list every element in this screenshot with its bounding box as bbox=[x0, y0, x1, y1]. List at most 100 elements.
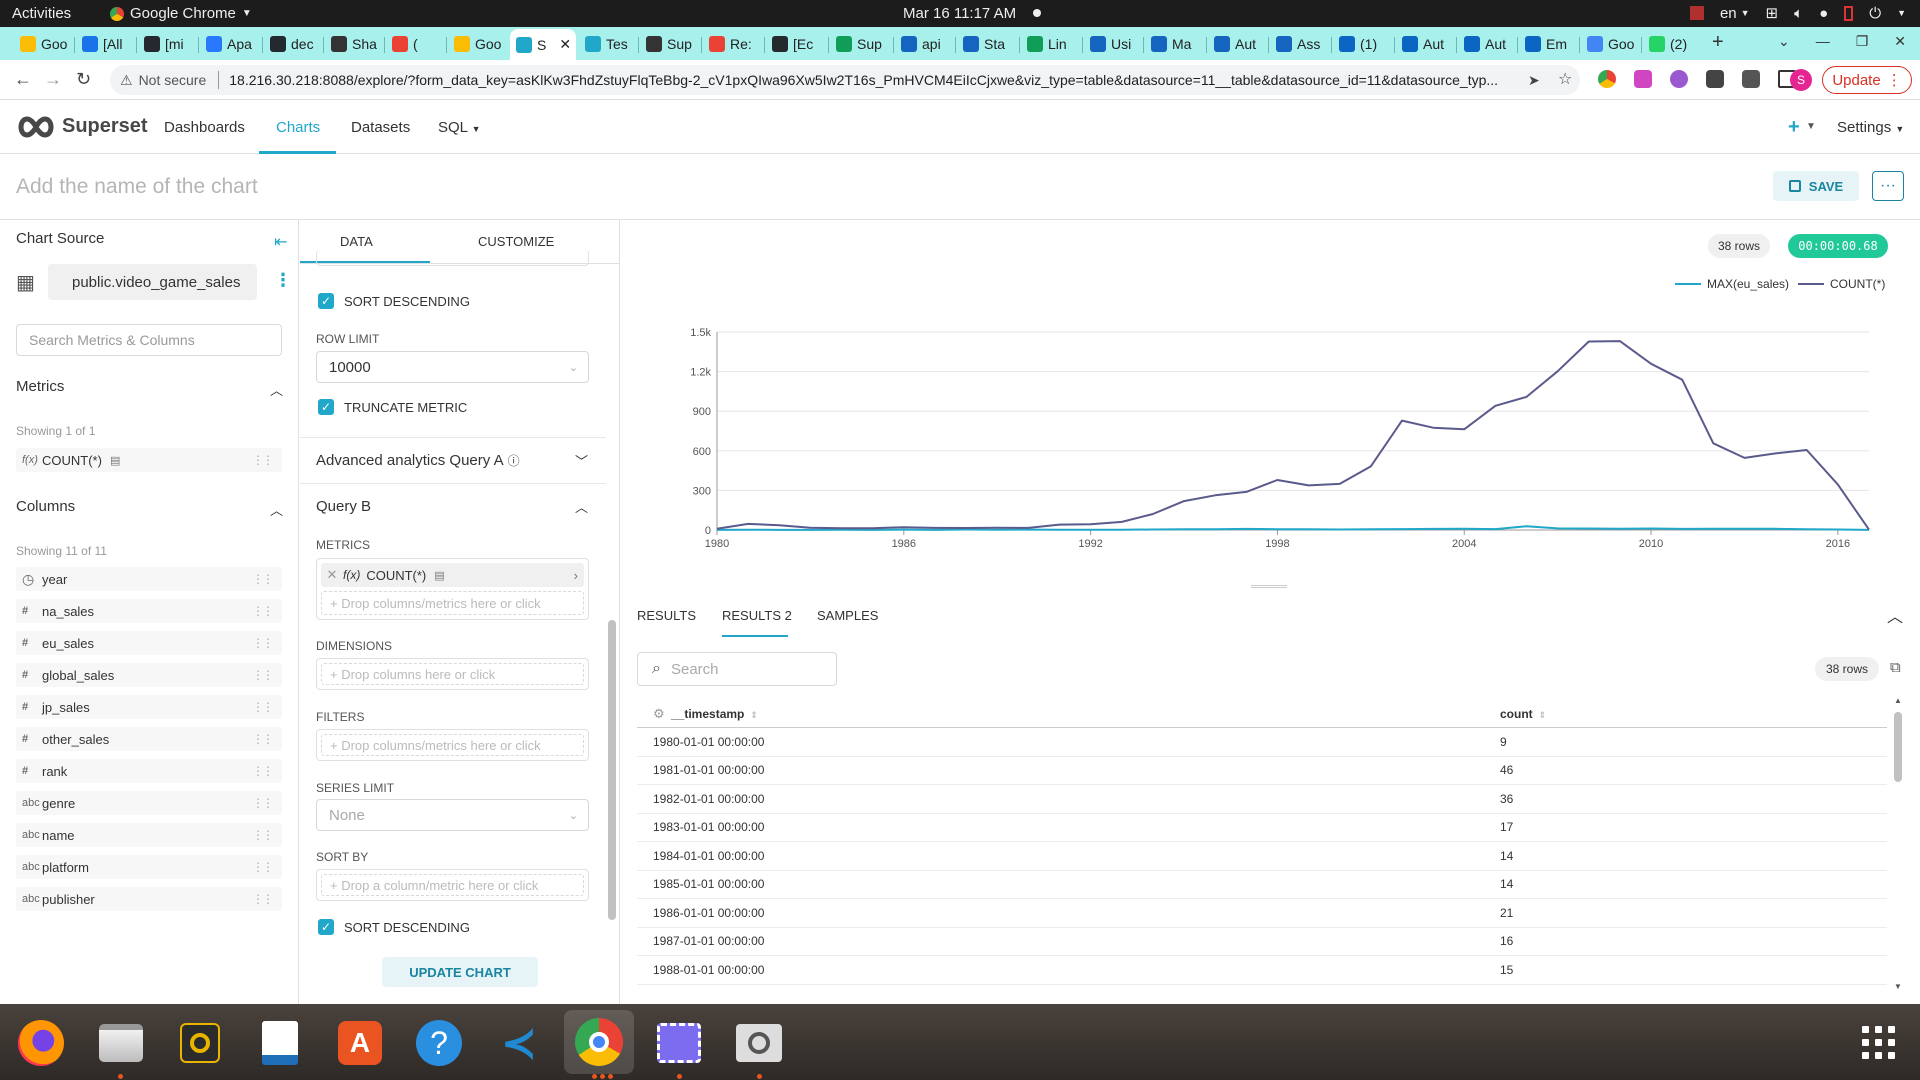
nav-dashboards[interactable]: Dashboards bbox=[164, 119, 245, 136]
column-item-global_sales[interactable]: # global_sales ⋮⋮ bbox=[16, 663, 282, 687]
sort-by-drop-zone[interactable]: + Drop a column/metric here or click bbox=[316, 869, 589, 901]
browser-tab[interactable]: dec bbox=[264, 31, 322, 57]
browser-tab[interactable]: Lin bbox=[1021, 31, 1079, 57]
system-tray[interactable]: en ▼ ⊞ 🔈︎ ● ⏻ ▼ bbox=[1689, 4, 1906, 22]
column-item-jp_sales[interactable]: # jp_sales ⋮⋮ bbox=[16, 695, 282, 719]
metric-pill[interactable]: ✕ f(x) COUNT(*) ▤ › bbox=[321, 563, 584, 587]
browser-tab[interactable]: Goo bbox=[1581, 31, 1639, 57]
drag-handle-icon[interactable]: ⋮⋮ bbox=[252, 764, 274, 778]
truncate-metric-checkbox[interactable]: ✓ TRUNCATE METRIC bbox=[318, 399, 467, 415]
metrics-drop-zone[interactable]: + Drop columns/metrics here or click bbox=[321, 591, 584, 615]
browser-tab[interactable]: Tes bbox=[579, 31, 637, 57]
chrome-extension-icon[interactable] bbox=[1598, 70, 1616, 88]
tab-results-2[interactable]: RESULTS 2 bbox=[722, 608, 792, 623]
browser-tab[interactable]: (2) bbox=[1643, 31, 1701, 57]
nav-datasets[interactable]: Datasets bbox=[351, 119, 411, 136]
close-tab-icon[interactable]: ✕ bbox=[559, 36, 572, 52]
drag-handle-icon[interactable]: ⋮⋮ bbox=[252, 572, 274, 586]
nav-sql[interactable]: SQL ▼ bbox=[438, 119, 481, 136]
column-item-name[interactable]: abc name ⋮⋮ bbox=[16, 823, 282, 847]
drag-handle-icon[interactable]: ⋮⋮ bbox=[252, 732, 274, 746]
column-header-timestamp[interactable]: __timestamp ⇕ bbox=[671, 707, 758, 721]
update-chart-button[interactable]: UPDATE CHART bbox=[382, 957, 538, 987]
browser-tab[interactable]: Ma bbox=[1145, 31, 1203, 57]
dataset-name[interactable]: public.video_game_sales bbox=[48, 264, 257, 300]
browser-tab[interactable]: Re: bbox=[703, 31, 761, 57]
send-icon[interactable]: ➤ bbox=[1528, 72, 1540, 88]
browser-tab[interactable]: Goo bbox=[448, 31, 506, 57]
metrics-heading[interactable]: Metrics bbox=[16, 378, 65, 395]
column-item-na_sales[interactable]: # na_sales ⋮⋮ bbox=[16, 599, 282, 623]
plus-icon[interactable]: + bbox=[1788, 116, 1800, 138]
show-applications-icon[interactable] bbox=[1862, 1026, 1895, 1059]
column-item-publisher[interactable]: abc publisher ⋮⋮ bbox=[16, 887, 282, 911]
copy-icon[interactable]: ⧉ bbox=[1890, 659, 1901, 676]
drag-handle-icon[interactable]: ⋮⋮ bbox=[252, 892, 274, 906]
writer-icon[interactable] bbox=[255, 1018, 305, 1068]
results-search-input[interactable]: ⌕ Search bbox=[637, 652, 837, 686]
tab-customize[interactable]: CUSTOMIZE bbox=[478, 234, 555, 249]
column-item-platform[interactable]: abc platform ⋮⋮ bbox=[16, 855, 282, 879]
new-tab-button[interactable]: + bbox=[1712, 31, 1724, 53]
browser-tab[interactable]: Usi bbox=[1084, 31, 1142, 57]
drag-handle-icon[interactable]: ⋮⋮ bbox=[252, 700, 274, 714]
gear-icon[interactable]: ⚙ bbox=[653, 705, 665, 721]
scrollbar-thumb[interactable] bbox=[608, 620, 616, 920]
drag-handle-icon[interactable]: ⋮⋮ bbox=[252, 453, 274, 467]
settings-menu[interactable]: Settings ▼ bbox=[1837, 119, 1904, 136]
scroll-down-icon[interactable]: ▼ bbox=[1894, 982, 1902, 991]
help-icon[interactable]: ? bbox=[414, 1018, 464, 1068]
back-arrow-icon[interactable]: ← bbox=[14, 69, 32, 89]
language-indicator[interactable]: en bbox=[1719, 4, 1737, 22]
sort-descending-checkbox-2[interactable]: ✓ SORT DESCENDING bbox=[318, 919, 470, 935]
collapse-panel-icon[interactable]: ⇤ bbox=[274, 234, 288, 251]
url-text[interactable]: 18.216.30.218:8088/explore/?form_data_ke… bbox=[229, 72, 1499, 88]
browser-tab[interactable]: [All bbox=[76, 31, 134, 57]
scrollbar-thumb[interactable] bbox=[1894, 712, 1902, 782]
chrome-dock-icon[interactable] bbox=[564, 1010, 634, 1074]
column-item-eu_sales[interactable]: # eu_sales ⋮⋮ bbox=[16, 631, 282, 655]
control-panel-scrollbar[interactable] bbox=[608, 250, 616, 990]
activities-button[interactable]: Activities bbox=[12, 5, 72, 22]
column-item-other_sales[interactable]: # other_sales ⋮⋮ bbox=[16, 727, 282, 751]
browser-tab[interactable]: Aut bbox=[1458, 31, 1516, 57]
row-limit-select[interactable]: 10000 ⌄ bbox=[316, 351, 589, 383]
tab-search-icon[interactable]: ⌄ bbox=[1777, 33, 1790, 49]
restore-icon[interactable]: ❐ bbox=[1855, 33, 1869, 49]
column-item-rank[interactable]: # rank ⋮⋮ bbox=[16, 759, 282, 783]
browser-tab[interactable]: Aut bbox=[1208, 31, 1266, 57]
close-icon[interactable]: ✕ bbox=[326, 567, 338, 582]
metric-item[interactable]: f(x) COUNT(*) ▤ ⋮⋮ bbox=[16, 448, 282, 472]
browser-tab[interactable]: Ass bbox=[1270, 31, 1328, 57]
columns-heading[interactable]: Columns bbox=[16, 498, 76, 515]
browser-tab[interactable]: [Ec bbox=[766, 31, 824, 57]
browser-tab[interactable]: Goo bbox=[14, 31, 72, 57]
puzzle-icon[interactable] bbox=[1706, 70, 1724, 88]
drag-handle-icon[interactable]: ⋮⋮ bbox=[252, 604, 274, 618]
chevron-up-icon[interactable]: ︿ bbox=[270, 383, 284, 398]
results-scrollbar[interactable]: ▲ ▼ bbox=[1893, 696, 1903, 991]
star-extension-icon[interactable] bbox=[1670, 70, 1688, 88]
screenshot-icon[interactable] bbox=[654, 1018, 704, 1068]
drag-handle-icon[interactable]: ⋮⋮ bbox=[252, 860, 274, 874]
warning-icon[interactable]: ⚠ bbox=[120, 71, 133, 88]
colorful-extension-icon[interactable] bbox=[1634, 70, 1652, 88]
browser-tab[interactable]: Apa bbox=[200, 31, 258, 57]
browser-tab[interactable]: Aut bbox=[1396, 31, 1454, 57]
tab-samples[interactable]: SAMPLES bbox=[817, 608, 879, 623]
image-viewer-icon[interactable] bbox=[734, 1018, 784, 1068]
app-center-icon[interactable]: A bbox=[335, 1018, 385, 1068]
browser-tab[interactable]: Em bbox=[1519, 31, 1577, 57]
scroll-up-icon[interactable]: ▲ bbox=[1894, 696, 1902, 705]
column-item-genre[interactable]: abc genre ⋮⋮ bbox=[16, 791, 282, 815]
chevron-up-icon[interactable]: ︿ bbox=[270, 503, 284, 518]
column-header-count[interactable]: count ⇕ bbox=[1500, 707, 1546, 721]
rhythmbox-icon[interactable] bbox=[175, 1018, 225, 1068]
legend-item-count[interactable]: COUNT(*) bbox=[1798, 277, 1885, 291]
bookmark-star-icon[interactable]: ☆ bbox=[1558, 71, 1573, 88]
series-limit-select[interactable]: None ⌄ bbox=[316, 799, 589, 831]
security-label[interactable]: Not secure bbox=[138, 72, 207, 88]
nav-charts[interactable]: Charts bbox=[276, 119, 321, 136]
browser-tab[interactable]: [mi bbox=[138, 31, 196, 57]
browser-tab[interactable]: Sup bbox=[830, 31, 888, 57]
